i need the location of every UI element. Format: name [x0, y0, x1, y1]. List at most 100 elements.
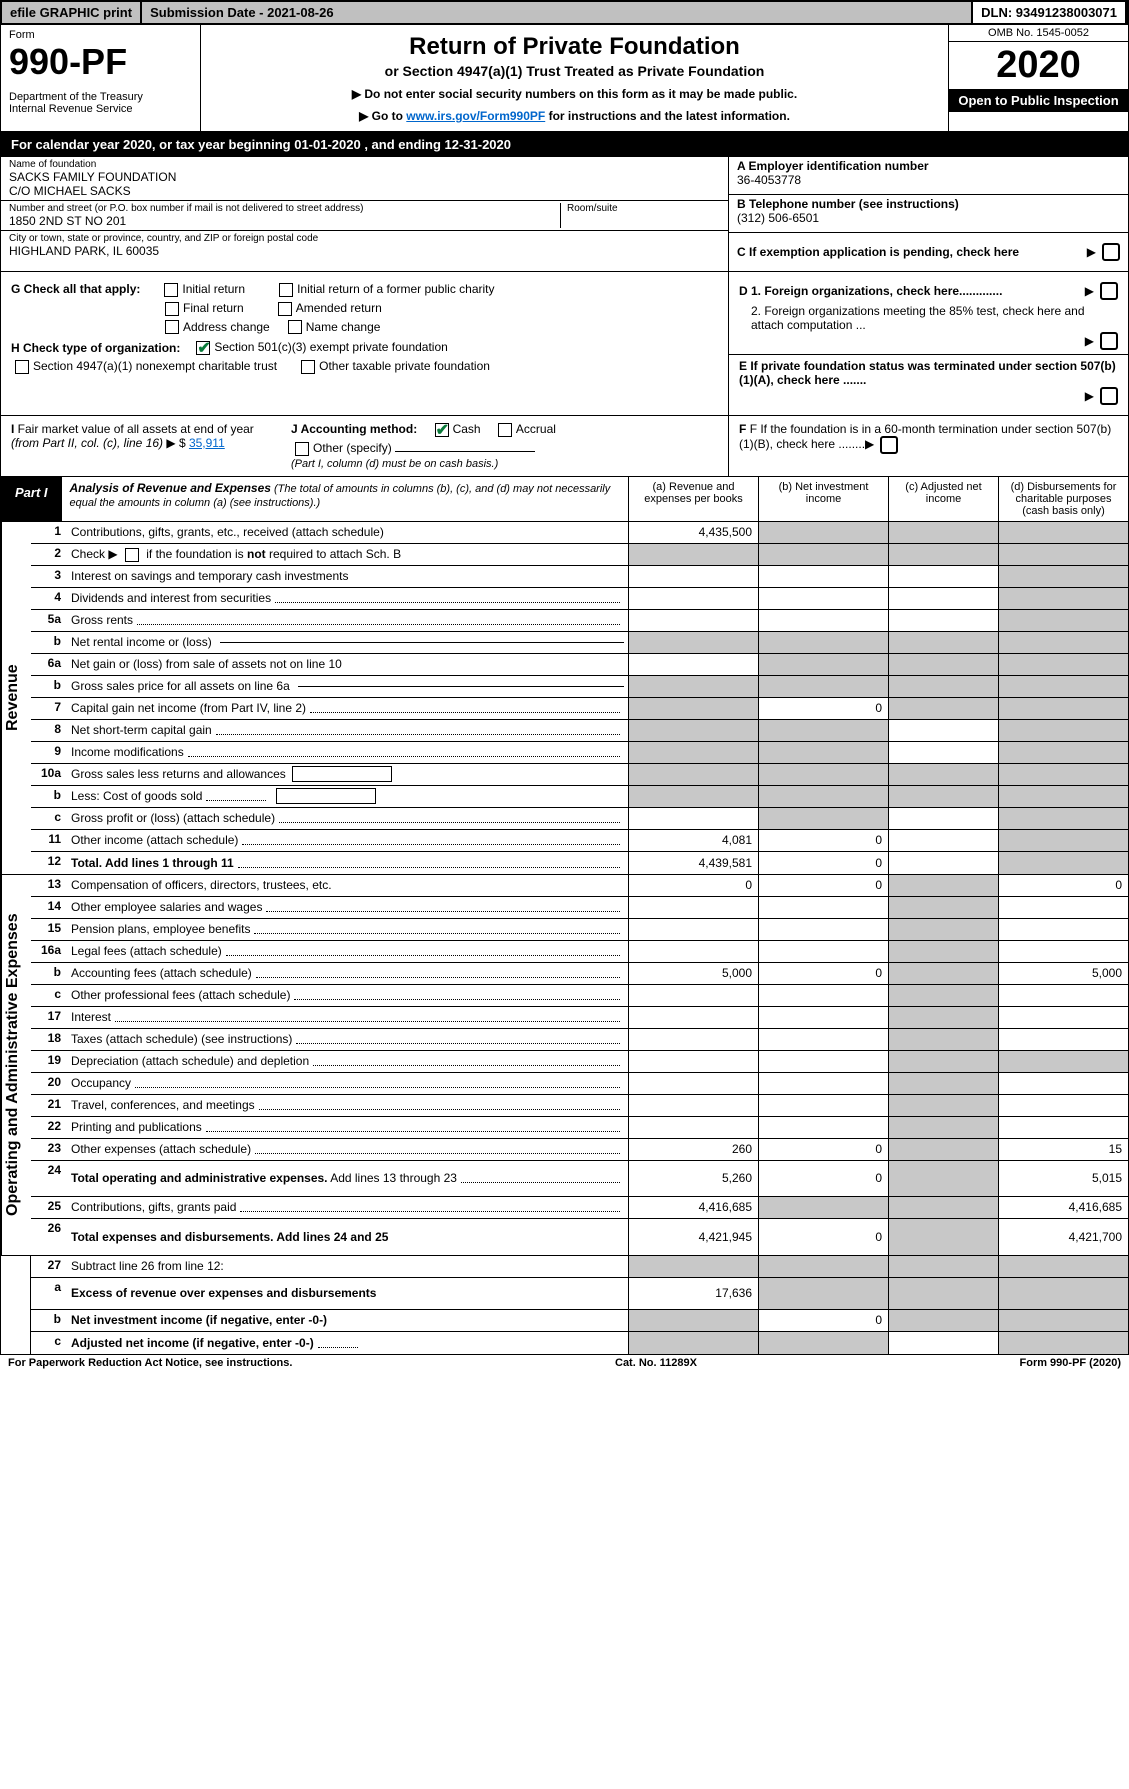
row-16b-d: 5,000 [998, 963, 1128, 984]
phone-value: (312) 506-6501 [737, 211, 1120, 225]
row-22-desc: Printing and publications [67, 1117, 628, 1138]
header-left: Form 990-PF Department of the Treasury I… [1, 25, 201, 131]
name-change-checkbox[interactable] [288, 320, 302, 334]
row-5b-desc: Net rental income or (loss) [67, 632, 628, 653]
omb-number: OMB No. 1545-0052 [949, 25, 1128, 42]
row-10c-desc: Gross profit or (loss) (attach schedule) [67, 808, 628, 829]
row-13-b: 0 [758, 875, 888, 896]
row-26-d: 4,421,700 [998, 1219, 1128, 1255]
other-method-checkbox[interactable] [295, 442, 309, 456]
row-27b-b: 0 [758, 1310, 888, 1331]
revenue-side-label: Revenue [1, 522, 31, 874]
form-title: Return of Private Foundation [209, 33, 940, 61]
row-25-a: 4,416,685 [628, 1197, 758, 1218]
row-16c-desc: Other professional fees (attach schedule… [67, 985, 628, 1006]
row-16b-b: 0 [758, 963, 888, 984]
row-12-desc: Total. Add lines 1 through 11 [67, 852, 628, 874]
501c3-checkbox[interactable] [196, 341, 210, 355]
row-20-desc: Occupancy [67, 1073, 628, 1094]
page-footer: For Paperwork Reduction Act Notice, see … [0, 1355, 1129, 1371]
row-21-desc: Travel, conferences, and meetings [67, 1095, 628, 1116]
row-2-desc: Check ▶ if the foundation is not require… [67, 544, 628, 565]
address-cell: Number and street (or P.O. box number if… [1, 201, 728, 231]
row-26-a: 4,421,945 [628, 1219, 758, 1255]
part1-tab: Part I [1, 477, 62, 521]
fmv-value[interactable]: 35,911 [189, 436, 225, 450]
address-change-checkbox[interactable] [165, 320, 179, 334]
col-b-header: (b) Net investment income [758, 477, 888, 521]
part1-desc: Analysis of Revenue and Expenses (The to… [62, 477, 628, 521]
phone-cell: B Telephone number (see instructions) (3… [729, 195, 1128, 233]
column-headers: (a) Revenue and expenses per books (b) N… [628, 477, 1128, 521]
d2-checkbox[interactable] [1100, 332, 1118, 350]
row-4-desc: Dividends and interest from securities [67, 588, 628, 609]
street-address: 1850 2ND ST NO 201 [9, 214, 560, 228]
row-16b-a: 5,000 [628, 963, 758, 984]
e-line: E If private foundation status was termi… [739, 359, 1118, 405]
g-line: G Check all that apply: Initial return I… [11, 282, 718, 297]
efile-label: efile GRAPHIC print [2, 2, 142, 23]
f-checkbox[interactable] [880, 436, 898, 454]
foundation-name: SACKS FAMILY FOUNDATION C/O MICHAEL SACK… [9, 170, 720, 198]
form-note-2: ▶ Go to www.irs.gov/Form990PF for instru… [209, 109, 940, 123]
row-26-b: 0 [758, 1219, 888, 1255]
ein-cell: A Employer identification number 36-4053… [729, 157, 1128, 195]
row-23-a: 260 [628, 1139, 758, 1160]
amended-return-checkbox[interactable] [278, 302, 292, 316]
row-10a-desc: Gross sales less returns and allowances [67, 764, 628, 785]
entity-info: Name of foundation SACKS FAMILY FOUNDATI… [0, 157, 1129, 272]
tax-year: 2020 [949, 42, 1128, 89]
city-state-zip: HIGHLAND PARK, IL 60035 [9, 244, 720, 258]
row-16a-desc: Legal fees (attach schedule) [67, 941, 628, 962]
section-g-h: G Check all that apply: Initial return I… [0, 272, 1129, 416]
h-line: H Check type of organization: Section 50… [11, 340, 718, 355]
accrual-checkbox[interactable] [498, 423, 512, 437]
cash-checkbox[interactable] [435, 423, 449, 437]
footer-right: Form 990-PF (2020) [1020, 1357, 1121, 1369]
row-27a-desc: Excess of revenue over expenses and disb… [67, 1278, 628, 1309]
row-27c-desc: Adjusted net income (if negative, enter … [67, 1332, 628, 1354]
row-24-b: 0 [758, 1161, 888, 1196]
row-24-desc: Total operating and administrative expen… [67, 1161, 628, 1196]
sch-b-checkbox[interactable] [125, 548, 139, 562]
row-10b-desc: Less: Cost of goods sold [67, 786, 628, 807]
col-d-header: (d) Disbursements for charitable purpose… [998, 477, 1128, 521]
irs-link[interactable]: www.irs.gov/Form990PF [406, 109, 545, 123]
row-27a-a: 17,636 [628, 1278, 758, 1309]
d1-checkbox[interactable] [1100, 282, 1118, 300]
j-note: (Part I, column (d) must be on cash basi… [291, 458, 718, 470]
row-18-desc: Taxes (attach schedule) (see instruction… [67, 1029, 628, 1050]
e-checkbox[interactable] [1100, 387, 1118, 405]
row-16b-desc: Accounting fees (attach schedule) [67, 963, 628, 984]
col-a-header: (a) Revenue and expenses per books [628, 477, 758, 521]
row-26-desc: Total expenses and disbursements. Add li… [67, 1219, 628, 1255]
department-label: Department of the Treasury Internal Reve… [9, 91, 192, 115]
initial-return-checkbox[interactable] [164, 283, 178, 297]
row-1-a: 4,435,500 [628, 522, 758, 543]
row-6b-desc: Gross sales price for all assets on line… [67, 676, 628, 697]
revenue-section: Revenue 1Contributions, gifts, grants, e… [0, 522, 1129, 875]
row-3-desc: Interest on savings and temporary cash i… [67, 566, 628, 587]
row-24-d: 5,015 [998, 1161, 1128, 1196]
open-inspection-label: Open to Public Inspection [949, 89, 1128, 112]
j-block: J Accounting method: Cash Accrual Other … [271, 422, 718, 470]
4947-checkbox[interactable] [15, 360, 29, 374]
initial-former-checkbox[interactable] [279, 283, 293, 297]
foundation-name-cell: Name of foundation SACKS FAMILY FOUNDATI… [1, 157, 728, 201]
final-return-checkbox[interactable] [165, 302, 179, 316]
footer-left: For Paperwork Reduction Act Notice, see … [8, 1357, 292, 1369]
row-13-d: 0 [998, 875, 1128, 896]
exemption-checkbox[interactable] [1102, 243, 1120, 261]
other-taxable-checkbox[interactable] [301, 360, 315, 374]
row-7-b: 0 [758, 698, 888, 719]
submission-date: Submission Date - 2021-08-26 [142, 2, 973, 23]
form-label: Form [9, 29, 192, 41]
row-14-desc: Other employee salaries and wages [67, 897, 628, 918]
row-9-desc: Income modifications [67, 742, 628, 763]
room-suite-label: Room/suite [567, 203, 720, 214]
city-cell: City or town, state or province, country… [1, 231, 728, 260]
expenses-section: Operating and Administrative Expenses 13… [0, 875, 1129, 1256]
row-5a-desc: Gross rents [67, 610, 628, 631]
d1-line: D 1. Foreign organizations, check here..… [739, 282, 1118, 300]
top-bar: efile GRAPHIC print Submission Date - 20… [0, 0, 1129, 25]
